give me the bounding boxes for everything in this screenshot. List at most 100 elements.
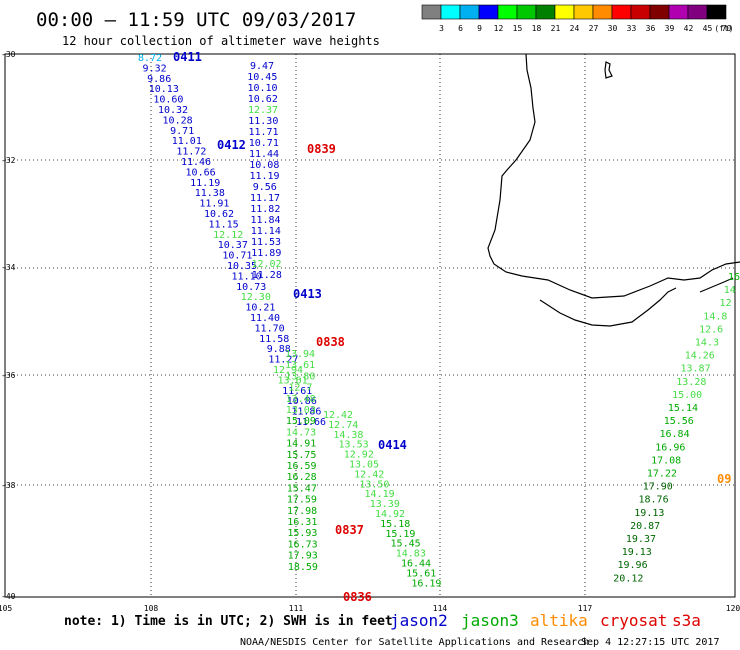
wave-height-value: 11.10 (232, 271, 262, 282)
wave-height-value: 16 (728, 272, 740, 283)
wave-height-value: 11.46 (181, 157, 211, 168)
lon-label: 114 (433, 604, 448, 613)
lon-label: 120 (726, 604, 740, 613)
wave-height-value: 17.59 (287, 495, 317, 506)
legend-swatch (592, 4, 613, 20)
lat-label: -30 (1, 50, 16, 59)
wave-height-value: 15.09 (286, 416, 316, 427)
wave-height-value: 10.32 (158, 105, 188, 116)
wave-height-value: 15.56 (664, 416, 694, 427)
wave-height-value: 11.17 (250, 193, 280, 204)
wave-height-value: 12.74 (328, 420, 358, 431)
wave-height-value: 10.71 (222, 251, 252, 262)
wave-height-value: 13.05 (349, 460, 379, 471)
wave-height-value: 16.28 (287, 472, 317, 483)
satellite-name: jason3 (461, 611, 519, 630)
wave-height-value: 9.86 (147, 74, 171, 85)
wave-height-value: 11.91 (199, 199, 229, 210)
map-subtitle: 12 hour collection of altimeter wave hei… (62, 34, 380, 48)
coast-east-edge (699, 277, 734, 293)
footer-timestamp: Sep 4 12:27:15 UTC 2017 (581, 637, 719, 648)
pass-label: 0412 (217, 138, 246, 152)
map-frame (4, 53, 736, 598)
legend-swatch (497, 4, 518, 20)
wave-height-value: 16.73 (288, 539, 318, 550)
legend-swatch (421, 4, 442, 20)
legend-label: 18 (532, 24, 542, 33)
wave-height-value: 13.61 (285, 360, 315, 371)
legend-swatch (611, 4, 632, 20)
wave-height-value: 9.71 (170, 126, 194, 137)
wave-height-value: 16.96 (655, 442, 685, 453)
wave-height-value: 12.42 (354, 469, 384, 480)
wave-height-value: 15.47 (287, 483, 317, 494)
wave-height-value: 14.3 (695, 338, 719, 349)
wave-height-value: 14.19 (365, 489, 395, 500)
wave-height-value: 12.92 (344, 450, 374, 461)
lon-label: 108 (144, 604, 159, 613)
satellite-name: s3a (672, 611, 701, 630)
lat-label: -38 (1, 481, 16, 490)
wave-height-value: 19.37 (626, 534, 656, 545)
wave-height-value: 11.27 (268, 355, 298, 366)
legend-label: 27 (589, 24, 599, 33)
satellite-legend: jason2 jason3 altika cryosat s3a (390, 611, 701, 630)
legend-swatch (516, 4, 537, 20)
wave-height-value: 17.93 (288, 551, 318, 562)
wave-height-value: 11.14 (251, 226, 281, 237)
legend-label: 12 (494, 24, 504, 33)
wave-height-value: 19.13 (622, 547, 652, 558)
wave-height-value: 10.66 (186, 167, 216, 178)
wave-height-value: 17.22 (647, 469, 677, 480)
wave-height-value: 10.45 (247, 72, 277, 83)
wave-height-value: 13.39 (370, 499, 400, 510)
wave-height-value: 11.58 (259, 334, 289, 345)
wave-height-value: 10.37 (218, 240, 248, 251)
wave-height-value: 12.30 (241, 292, 271, 303)
wave-height-value: 20.87 (630, 521, 660, 532)
wave-height-value: 13.61 (278, 375, 308, 386)
wave-height-value: 11.53 (251, 237, 281, 248)
wave-height-value: 12.94 (273, 365, 303, 376)
wave-height-value: 15.14 (668, 403, 698, 414)
wave-height-value: 11.44 (249, 149, 279, 160)
wave-height-value: 12 (720, 298, 732, 309)
wave-height-value: 19.96 (617, 560, 647, 571)
wave-height-value: 11.38 (195, 188, 225, 199)
satellite-name: jason2 (390, 611, 448, 630)
wave-height-value: 16.84 (659, 429, 689, 440)
footer-note: note: 1) Time is in UTC; 2) SWH is in fe… (64, 614, 393, 629)
wave-height-value: 13.80 (285, 371, 315, 382)
wave-height-value: 13.50 (359, 479, 389, 490)
wave-height-value: 11.01 (172, 136, 202, 147)
wave-height-value: 13.28 (676, 377, 706, 388)
pass-labels: 0411 0412 0413 0414 0839 0838 0837 0836 09 (173, 50, 731, 604)
wave-height-value: 9.47 (250, 61, 274, 72)
wave-height-value: 15.19 (385, 529, 415, 540)
legend-swatch (459, 4, 480, 20)
wave-height-value: 12.12 (213, 230, 243, 241)
wave-height-value: 10.86 (287, 396, 317, 407)
pass-label: 0836 (343, 590, 372, 604)
lon-label: 105 (0, 604, 12, 613)
wave-height-value: 11.61 (282, 386, 312, 397)
wave-height-value: 10.08 (249, 160, 279, 171)
wave-height-value: 11.71 (248, 127, 278, 138)
wave-height-value: 10.71 (249, 138, 279, 149)
legend-label: 15 (513, 24, 523, 33)
wave-height-value: 15.00 (672, 390, 702, 401)
legend-swatch (668, 4, 689, 20)
wave-height-value: 12.42 (323, 410, 353, 421)
wave-height-value: 10.21 (245, 303, 275, 314)
wave-height-value: 11.86 (291, 407, 321, 418)
lat-label: -36 (1, 371, 16, 380)
wave-height-value: 15.61 (406, 568, 436, 579)
pass-label: 0837 (335, 523, 364, 537)
wave-height-value: 17.90 (643, 482, 673, 493)
map-title: 00:00 – 11:59 UTC 09/03/2017 (36, 9, 356, 31)
wave-height-value: 12.37 (248, 105, 278, 116)
wave-height-value: 14.26 (685, 351, 715, 362)
color-scale-legend: 3 6 9 12 15 18 21 24 27 30 33 36 39 42 45 70(ft) (421, 4, 734, 33)
